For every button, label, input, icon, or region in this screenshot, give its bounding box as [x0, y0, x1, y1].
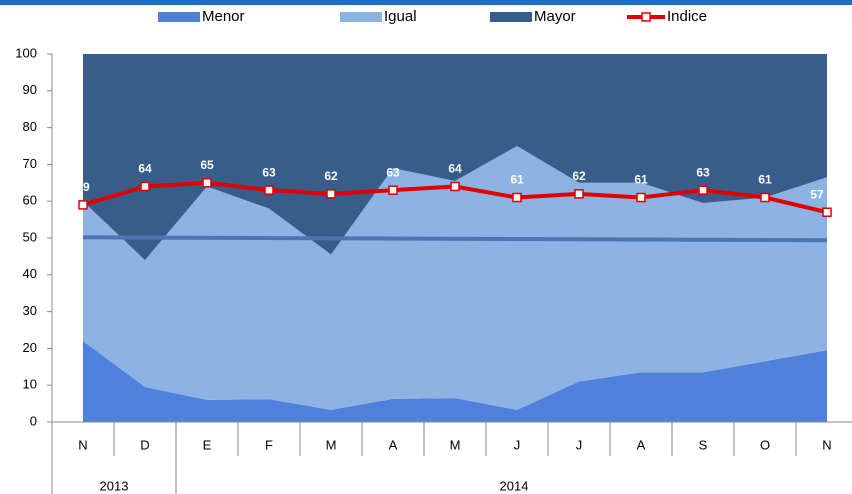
data-label: 57	[810, 187, 824, 201]
y-tick-label: 90	[23, 82, 37, 97]
legend-label: Igual	[384, 8, 417, 25]
y-tick-label: 10	[23, 377, 37, 392]
marker	[636, 192, 646, 203]
marker	[760, 192, 770, 203]
marker	[326, 189, 336, 199]
legend-label: Mayor	[534, 8, 576, 25]
area	[83, 146, 827, 410]
y-tick-label: 60	[23, 193, 37, 208]
x-tick-label: D	[140, 437, 149, 452]
marker	[264, 185, 274, 195]
legend-label: Menor	[202, 8, 245, 25]
x-tick-label: J	[514, 437, 521, 452]
data-label: 64	[138, 162, 152, 176]
marker	[574, 189, 584, 199]
marker	[202, 178, 212, 188]
x-tick-label: F	[265, 437, 273, 452]
group-label: 2013	[100, 478, 129, 493]
data-label: 61	[758, 173, 772, 187]
x-tick-label: M	[450, 437, 461, 452]
x-tick-label: N	[78, 437, 87, 452]
data-label: 59	[76, 180, 90, 194]
x-tick-label: O	[760, 437, 770, 452]
marker	[78, 200, 88, 210]
x-tick-label: J	[576, 437, 583, 452]
area	[83, 341, 827, 422]
x-tick-label: S	[699, 437, 708, 452]
data-label: 63	[386, 165, 400, 179]
marker	[822, 207, 832, 217]
data-label: 61	[510, 173, 524, 187]
marker	[512, 192, 522, 203]
data-label: 62	[324, 169, 338, 183]
legend-swatch	[490, 12, 532, 22]
y-tick-label: 20	[23, 340, 37, 355]
data-label: 65	[200, 158, 214, 172]
legend-marker	[641, 12, 651, 22]
y-tick-label: 70	[23, 156, 37, 171]
y-tick-label: 40	[23, 266, 37, 281]
y-tick-label: 30	[23, 303, 37, 318]
data-label: 63	[262, 165, 276, 179]
area	[83, 54, 827, 261]
data-label: 63	[696, 165, 710, 179]
top-bar	[0, 0, 852, 5]
x-tick-label: N	[822, 437, 831, 452]
x-tick-label: A	[389, 437, 398, 452]
data-label: 64	[448, 162, 462, 176]
x-tick-label: M	[326, 437, 337, 452]
y-tick-label: 50	[23, 229, 37, 244]
y-tick-label: 100	[15, 45, 37, 60]
marker	[450, 181, 460, 192]
marker	[140, 181, 150, 192]
data-label: 62	[572, 169, 586, 183]
x-tick-label: A	[637, 437, 646, 452]
y-tick-label: 80	[23, 119, 37, 134]
reference-line	[82, 235, 828, 243]
legend-swatch	[158, 12, 200, 22]
marker	[388, 185, 398, 195]
legend-swatch	[340, 12, 382, 22]
group-label: 2014	[500, 478, 529, 493]
x-tick-label: E	[203, 437, 212, 452]
data-label: 61	[634, 173, 648, 187]
marker	[698, 185, 708, 195]
legend-label: Indice	[667, 8, 707, 25]
y-tick-label: 0	[30, 413, 37, 428]
